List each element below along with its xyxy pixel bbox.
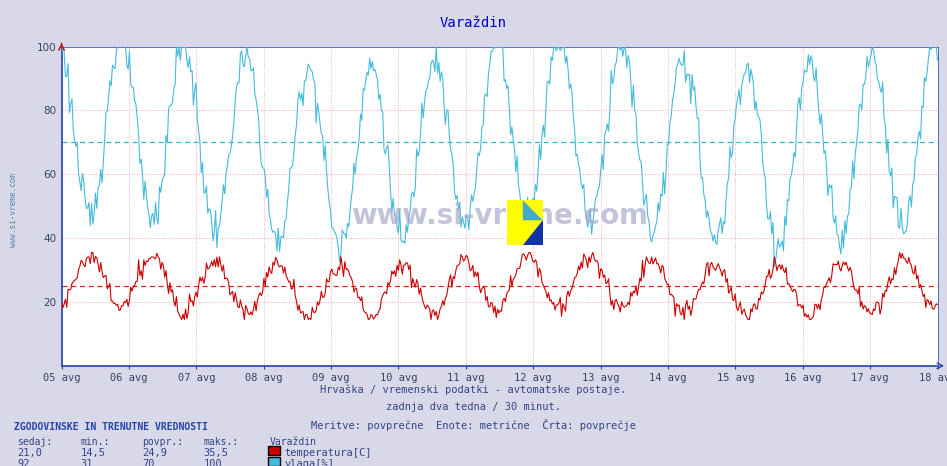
Text: ZGODOVINSKE IN TRENUTNE VREDNOSTI: ZGODOVINSKE IN TRENUTNE VREDNOSTI <box>14 422 208 432</box>
Text: 35,5: 35,5 <box>204 448 228 458</box>
Text: zadnja dva tedna / 30 minut.: zadnja dva tedna / 30 minut. <box>386 402 561 412</box>
Text: www.si-vreme.com: www.si-vreme.com <box>9 173 18 247</box>
Text: temperatura[C]: temperatura[C] <box>284 448 371 458</box>
Text: Varaždin: Varaždin <box>270 437 317 446</box>
Text: 14,5: 14,5 <box>80 448 105 458</box>
Text: 100: 100 <box>204 459 223 466</box>
Text: Varaždin: Varaždin <box>440 16 507 30</box>
Text: 21,0: 21,0 <box>17 448 42 458</box>
Polygon shape <box>523 200 543 220</box>
Text: 31: 31 <box>80 459 93 466</box>
Polygon shape <box>523 220 543 245</box>
Text: Hrvaška / vremenski podatki - avtomatske postaje.: Hrvaška / vremenski podatki - avtomatske… <box>320 384 627 395</box>
Text: sedaj:: sedaj: <box>17 437 52 446</box>
Text: 92: 92 <box>17 459 29 466</box>
Text: vlaga[%]: vlaga[%] <box>284 459 334 466</box>
Text: min.:: min.: <box>80 437 110 446</box>
Text: povpr.:: povpr.: <box>142 437 183 446</box>
Text: www.si-vreme.com: www.si-vreme.com <box>351 202 648 230</box>
Text: 24,9: 24,9 <box>142 448 167 458</box>
Text: Meritve: povprečne  Enote: metrične  Črta: povprečje: Meritve: povprečne Enote: metrične Črta:… <box>311 419 636 432</box>
Text: 70: 70 <box>142 459 154 466</box>
Text: maks.:: maks.: <box>204 437 239 446</box>
